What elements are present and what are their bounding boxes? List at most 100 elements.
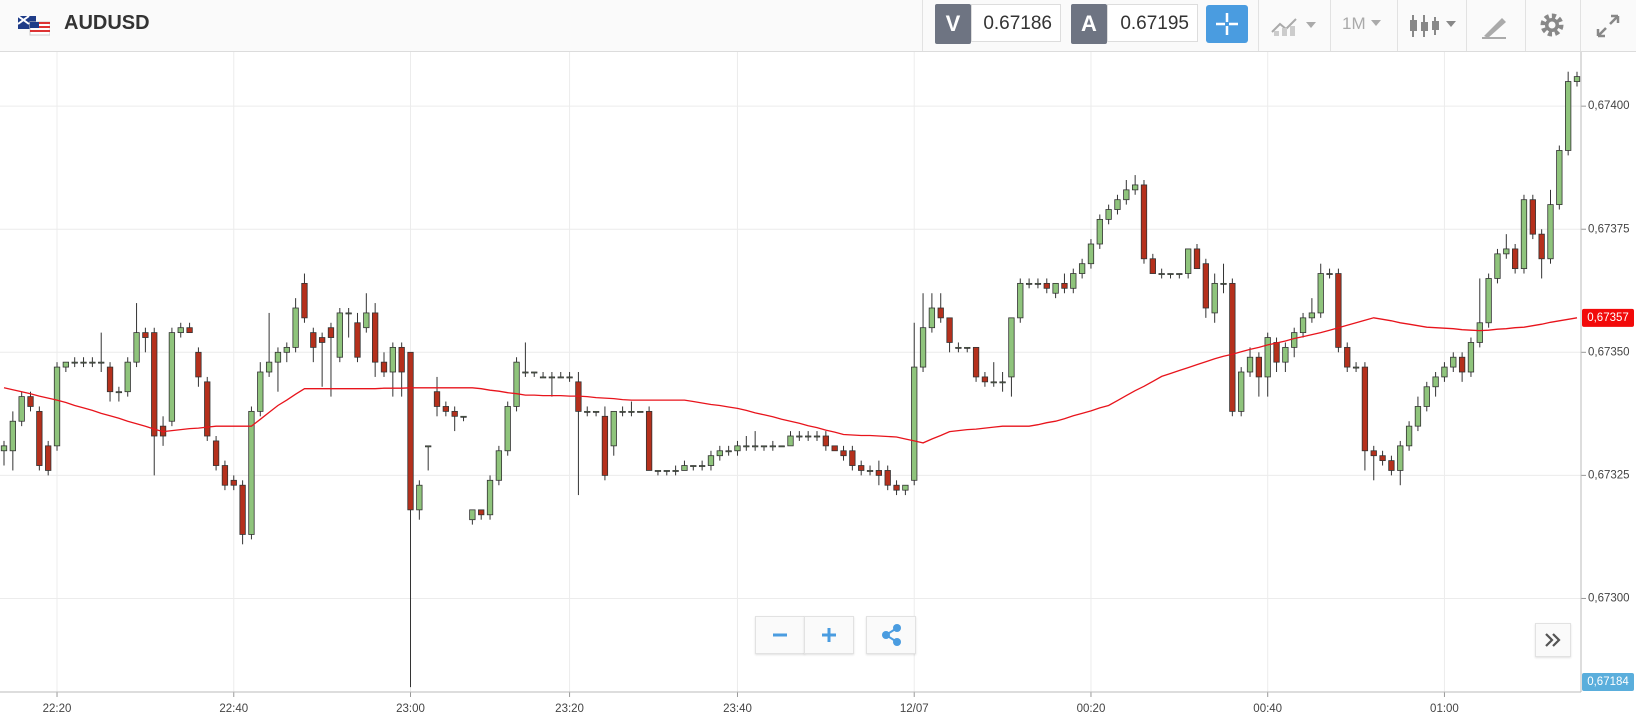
chart-type-button[interactable] — [1270, 14, 1318, 38]
candle-body — [71, 361, 78, 364]
candle-body — [601, 415, 609, 476]
y-tick-label: 0,67400 — [1588, 100, 1630, 112]
candle-body — [1167, 273, 1174, 275]
candle-body — [1158, 273, 1165, 275]
candle-body — [1185, 248, 1192, 274]
candle-body — [1202, 263, 1209, 309]
candle-body — [212, 440, 220, 466]
candle-body — [310, 332, 317, 348]
candle-body — [1299, 317, 1307, 334]
share-button[interactable] — [866, 616, 916, 654]
candle-body — [1123, 189, 1130, 201]
share-icon — [882, 624, 901, 646]
candle-body — [796, 435, 803, 438]
candle-body — [831, 445, 838, 452]
candle-body — [1220, 282, 1227, 285]
candle-body — [1317, 273, 1324, 314]
candle-body — [1458, 356, 1466, 373]
candle-body — [937, 307, 944, 319]
crosshair-button[interactable] — [1206, 5, 1248, 43]
fullscreen-button[interactable] — [1594, 12, 1622, 40]
candle-body — [539, 376, 547, 379]
settings-button[interactable] — [1538, 11, 1566, 39]
candle-body — [1149, 258, 1156, 274]
candle-body — [1503, 248, 1510, 255]
candle-body — [531, 371, 538, 374]
candle-body — [372, 312, 379, 363]
candle-body — [318, 337, 326, 343]
candle-body — [964, 346, 971, 349]
candle-body — [274, 351, 282, 363]
x-tick-label: 23:40 — [723, 703, 752, 715]
candle-body — [327, 327, 335, 338]
candle-body — [1485, 278, 1492, 324]
candle-body — [875, 470, 883, 476]
candle-body — [663, 470, 670, 472]
candle-body — [1246, 356, 1254, 373]
candle-body — [1414, 406, 1422, 427]
candle-body — [416, 484, 423, 511]
candle-body — [743, 445, 750, 448]
scroll-right-button[interactable] — [1535, 623, 1571, 657]
y-tick-label: 0,67375 — [1588, 223, 1630, 235]
candle-body — [645, 410, 653, 471]
candle-body — [142, 332, 149, 338]
bid-price[interactable]: 0.67186 — [971, 4, 1061, 42]
scroll-right-icon — [1545, 633, 1561, 647]
candle-body — [1061, 282, 1068, 289]
symbol: AUDUSD — [64, 12, 150, 34]
candle-body — [1344, 346, 1351, 368]
timeframe[interactable]: 1M — [1342, 14, 1366, 33]
candle-body — [849, 450, 856, 466]
candle-body — [1034, 282, 1042, 285]
x-tick-label: 00:40 — [1253, 703, 1282, 715]
bid-letter[interactable]: V — [935, 4, 971, 44]
zoom-out-button[interactable] — [755, 616, 805, 654]
candle-body — [1556, 150, 1563, 206]
x-tick-label: 22:40 — [219, 703, 248, 715]
candle-body — [1388, 460, 1395, 471]
candle-body — [1432, 376, 1439, 388]
candle-body — [1423, 386, 1430, 407]
candle-body — [858, 465, 865, 471]
candle-body — [9, 420, 16, 452]
candle-body — [513, 361, 520, 407]
ask-letter[interactable]: A — [1071, 4, 1107, 44]
candle-body — [80, 361, 87, 364]
y-tick-label: 0,67325 — [1588, 469, 1630, 481]
candle-body — [407, 351, 414, 511]
candle-body — [1326, 273, 1333, 275]
candle-style-button[interactable] — [1408, 12, 1458, 40]
draw-tool-button[interactable] — [1480, 12, 1510, 40]
candle-body — [672, 470, 679, 472]
zoom-in-button[interactable] — [804, 616, 854, 654]
candle-body — [522, 371, 529, 374]
separator — [1525, 0, 1526, 51]
candle-body — [460, 415, 467, 418]
candle-body — [124, 361, 131, 393]
candle-body — [1379, 455, 1386, 462]
candle-body — [1520, 199, 1528, 270]
ask-price[interactable]: 0.67195 — [1107, 4, 1198, 42]
candle-body — [1255, 356, 1263, 378]
separator — [1330, 0, 1331, 51]
timeframe-arrow[interactable] — [1369, 14, 1385, 34]
candle-body — [363, 312, 370, 329]
candle-body — [283, 346, 290, 353]
candle-body — [734, 445, 741, 452]
candle-body — [53, 366, 61, 447]
y-tick-label: 0,67350 — [1588, 346, 1630, 358]
candle-body — [1494, 253, 1501, 279]
separator — [1580, 0, 1581, 51]
candle-body — [451, 410, 458, 417]
candle-body — [769, 445, 776, 448]
candle-body — [778, 445, 785, 448]
candle-body — [265, 361, 273, 373]
candle-body — [115, 391, 123, 394]
candle-body — [1441, 366, 1448, 378]
candle-body — [566, 376, 573, 379]
candle-body — [36, 410, 43, 466]
candle-body — [478, 509, 485, 516]
bid-label: 0,67184 — [1587, 676, 1629, 688]
candle-body — [919, 327, 927, 368]
